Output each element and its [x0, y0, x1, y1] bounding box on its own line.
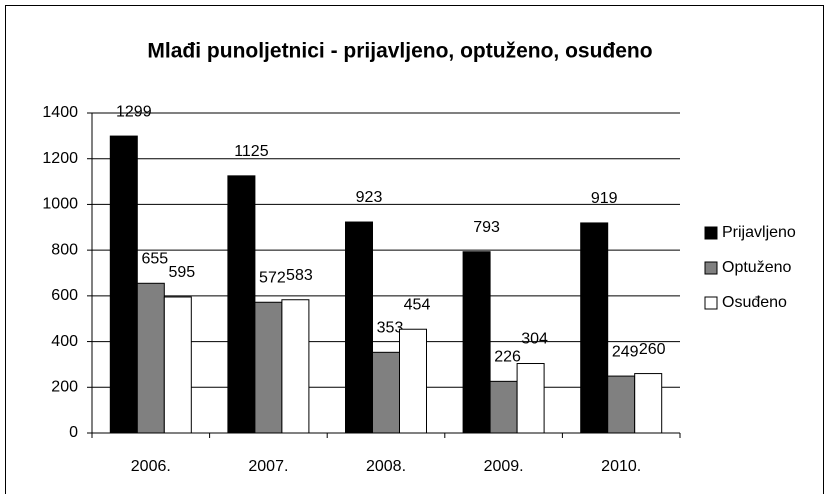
legend-swatch: [704, 261, 718, 275]
x-tick-label: 2006.: [131, 458, 171, 475]
y-tick-label: 1400: [42, 104, 78, 121]
data-label: 454: [404, 296, 431, 313]
data-label: 595: [168, 264, 195, 281]
bar: [254, 301, 283, 434]
bar: [163, 296, 192, 434]
data-label: 260: [639, 341, 666, 358]
x-tick-label: 2007.: [248, 458, 288, 475]
data-label: 583: [286, 267, 313, 284]
y-tick-label: 0: [69, 424, 78, 441]
bar: [399, 328, 427, 434]
data-label: 249: [612, 343, 639, 360]
data-label: 353: [377, 320, 404, 337]
x-tick-label: 2009.: [484, 458, 524, 475]
bar: [136, 282, 165, 434]
data-label: 226: [494, 349, 521, 366]
data-label: 1125: [234, 143, 269, 160]
x-tick-label: 2008.: [366, 458, 406, 475]
bar: [634, 373, 663, 434]
bar: [372, 351, 400, 434]
data-label: 793: [473, 219, 500, 236]
legend-label: Osuđeno: [722, 294, 787, 311]
bar: [227, 175, 256, 434]
data-label: 655: [141, 251, 168, 268]
legend-label: Optuženo: [722, 259, 791, 276]
y-tick-label: 800: [51, 241, 78, 258]
data-label: 919: [591, 190, 618, 207]
chart-title: Mlađi punoljetnici - prijavljeno, optuže…: [147, 40, 652, 63]
bar: [580, 222, 609, 434]
bar: [345, 221, 373, 434]
data-label: 304: [521, 331, 548, 348]
y-tick-label: 600: [51, 287, 78, 304]
bar: [462, 251, 491, 434]
bar: [516, 363, 545, 434]
data-label: 923: [356, 189, 383, 206]
y-tick-label: 200: [51, 379, 78, 396]
legend-swatch: [704, 296, 718, 310]
bar: [109, 135, 138, 434]
y-tick-label: 1200: [42, 150, 78, 167]
y-tick-label: 1000: [42, 196, 78, 213]
bar: [607, 375, 636, 434]
x-tick-label: 2010.: [601, 458, 641, 475]
legend-swatch: [704, 226, 718, 240]
legend-label: Prijavljeno: [722, 224, 796, 241]
data-label: 572: [259, 269, 286, 286]
y-tick-label: 400: [51, 333, 78, 350]
bar: [489, 380, 518, 434]
data-label: 1299: [116, 103, 152, 120]
bar: [281, 299, 310, 434]
